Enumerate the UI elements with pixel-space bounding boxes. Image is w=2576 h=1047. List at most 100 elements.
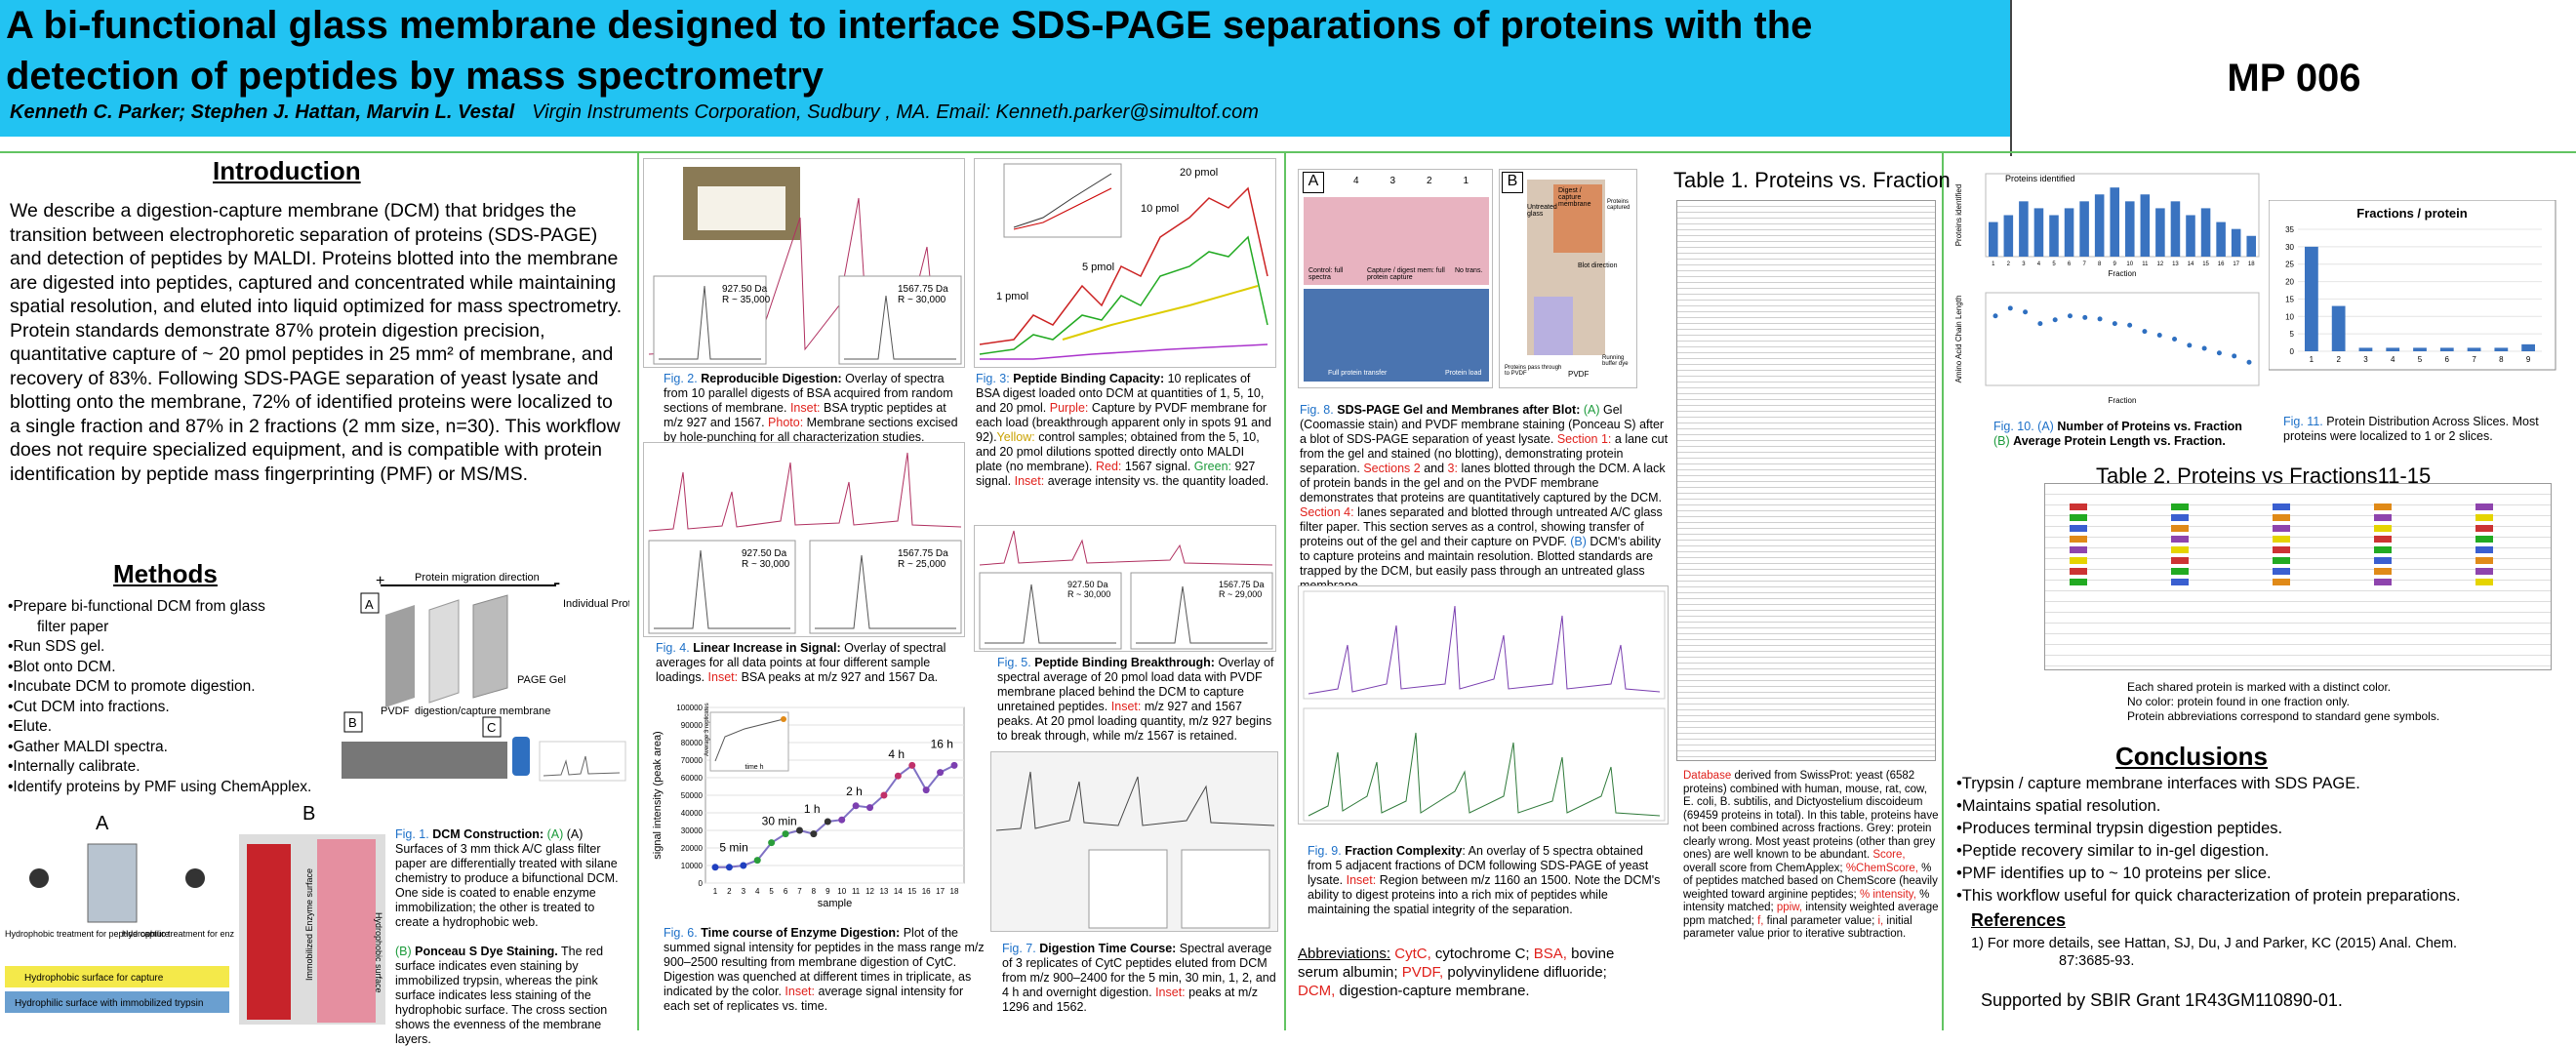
tube-icon — [512, 737, 530, 776]
data-point — [2246, 359, 2252, 365]
bar — [2049, 215, 2059, 257]
x-tick-label: 7 — [2472, 355, 2476, 364]
x-tick-label: 8 — [2499, 355, 2504, 364]
page-gel-label: PAGE Gel — [517, 674, 566, 686]
chart-title: Proteins identified — [2005, 174, 2075, 183]
load-10pmol: 10 pmol — [1141, 203, 1180, 215]
bar — [2413, 347, 2427, 351]
migration-label: Protein migration direction — [415, 572, 540, 584]
inset2-peak — [844, 295, 956, 360]
x-tick-label: 9 — [825, 887, 830, 896]
bar — [2467, 347, 2481, 351]
hydrophobic-label: Hydrophobic treatment for peptide captur… — [5, 929, 170, 939]
data-point — [937, 769, 945, 777]
support-note: Supported by SBIR Grant 1R43GM110890-01. — [1981, 990, 2343, 1010]
digest-capture-area — [1553, 184, 1602, 253]
data-point — [950, 761, 958, 769]
time-annotation: 1 h — [804, 802, 821, 816]
method-item: •Identify proteins by PMF using ChemAppl… — [8, 778, 312, 795]
bar — [1989, 221, 1998, 257]
fig2-spectrum — [648, 197, 962, 365]
table1-title: Table 1. Proteins vs. Fraction — [1673, 168, 1951, 192]
method-item: •Internally calibrate. — [8, 758, 141, 775]
x-tick-label: 5 — [2052, 262, 2056, 267]
method-item: •Cut DCM into fractions. — [8, 698, 170, 715]
table2-cell — [2374, 503, 2392, 510]
fig3-inset — [1003, 163, 1122, 238]
fig10-caption: Fig. 10. (A) Number of Proteins vs. Frac… — [1993, 420, 2242, 448]
label-c-box — [482, 716, 502, 738]
data-point — [2052, 317, 2058, 323]
fig11-caption: Fig. 11. Protein Distribution Across Sli… — [2283, 415, 2539, 443]
fig5-spectrum — [979, 530, 1273, 650]
fig7-trace — [995, 771, 1275, 831]
fig4-caption: Fig. 4. Linear Increase in Signal: Overl… — [656, 641, 946, 684]
fig5-inset-2 — [1130, 572, 1273, 650]
bar — [2110, 187, 2119, 257]
bar — [2386, 347, 2400, 351]
bar — [2125, 201, 2135, 257]
fig1-title: DCM Construction: — [432, 827, 544, 841]
y-axis-label: signal intensity (peak area) — [652, 731, 664, 859]
bar — [2170, 201, 2181, 257]
table2-cell — [2070, 514, 2087, 521]
bar — [2439, 347, 2454, 351]
inset-line-red — [1013, 187, 1112, 230]
table2-cell — [2374, 579, 2392, 585]
table2-cell — [2171, 546, 2189, 553]
fig4-peak1: 927.50 Da R ~ 30,000 — [742, 548, 790, 570]
authors: Kenneth C. Parker; Stephen J. Hattan, Ma… — [10, 101, 1259, 124]
x-tick-label: 5 — [2418, 355, 2423, 364]
red-strip — [247, 844, 291, 1020]
bar — [2019, 201, 2029, 257]
methods-diagram: Protein migration direction + - A Indivi… — [342, 570, 629, 782]
inset1-peak — [659, 285, 761, 360]
fig8-b-label: B — [1502, 172, 1523, 193]
table2-cell — [2273, 514, 2290, 521]
data-point — [2082, 314, 2088, 320]
x-tick-label: 10 — [2126, 262, 2133, 267]
data-point — [2067, 313, 2073, 319]
data-point — [880, 791, 888, 799]
punched-membrane — [698, 186, 785, 230]
table2-cell — [2070, 536, 2087, 543]
data-point — [2172, 337, 2178, 342]
method-item: filter paper — [37, 618, 109, 635]
table2-cell — [2273, 557, 2290, 564]
punch-photo — [342, 742, 507, 779]
y-tick-label: 0 — [699, 879, 704, 888]
x-tick-label: 1 — [713, 887, 718, 896]
bar — [2140, 194, 2151, 257]
data-point — [2023, 309, 2029, 315]
x-tick-label: 7 — [797, 887, 802, 896]
table2-cell — [2273, 525, 2290, 532]
y-tick-label: 100000 — [676, 704, 703, 712]
table2-cell — [2475, 525, 2493, 532]
data-point — [2097, 316, 2103, 322]
table2-notes: Each shared protein is marked with a dis… — [2127, 680, 2440, 723]
bar — [2331, 305, 2346, 351]
gel-label: No trans. — [1455, 267, 1483, 274]
fig5-peak2: 1567.75 Da R ~ 29,000 — [1219, 580, 1265, 599]
inset2-peak — [1136, 585, 1268, 644]
data-point — [810, 830, 818, 838]
table2-cell — [2374, 536, 2392, 543]
fig5-inset-1 — [979, 572, 1122, 650]
fig1-b-title: Ponceau S Dye Staining. — [415, 945, 558, 958]
method-item: •Incubate DCM to promote digestion. — [8, 678, 256, 695]
fig7-caption: Fig. 7. Digestion Time Course: Spectral … — [1002, 942, 1276, 1014]
fig7-inset-2 — [1181, 849, 1270, 929]
data-point — [2156, 333, 2162, 339]
table2-cell — [2475, 503, 2493, 510]
data-point — [852, 802, 860, 810]
gel-label: Capture / digest mem: full protein captu… — [1367, 267, 1445, 281]
x-tick-label: 15 — [907, 887, 916, 896]
table2-cell — [2374, 546, 2392, 553]
x-axis-label: Fraction — [2109, 396, 2137, 405]
inset-line — [1013, 173, 1112, 228]
capture-surface — [5, 966, 229, 987]
table2-cell — [2171, 525, 2189, 532]
y-tick-label: 5 — [2290, 330, 2295, 339]
pvdf-area — [1534, 297, 1573, 355]
